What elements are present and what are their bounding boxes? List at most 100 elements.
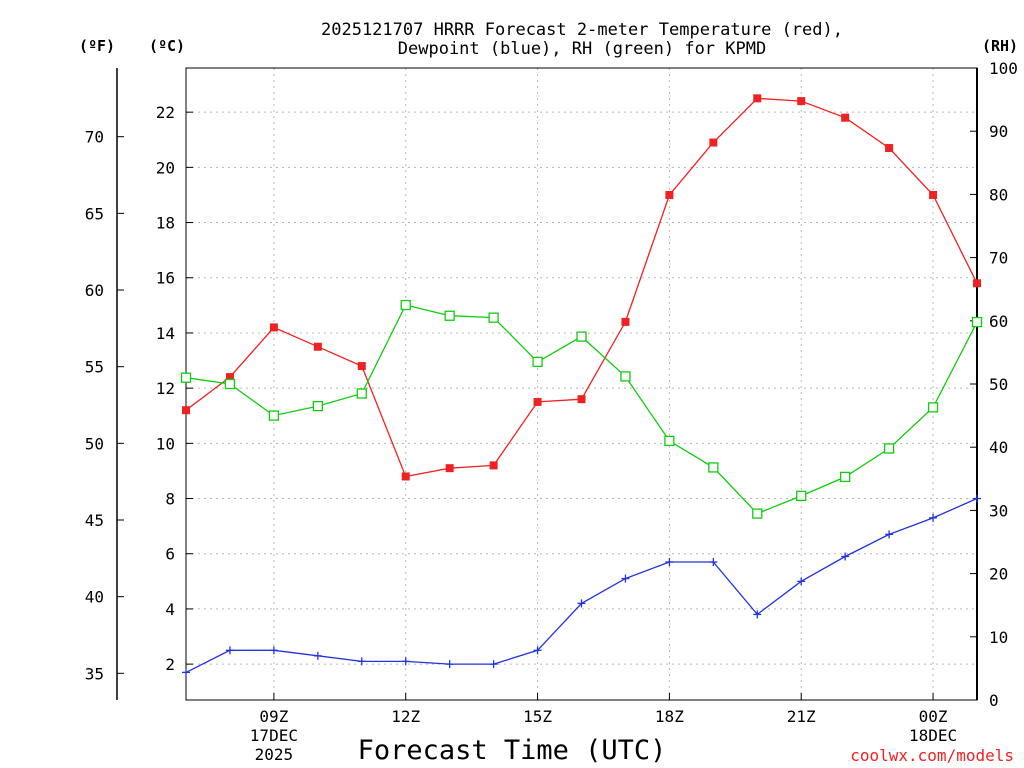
dewpoint-point	[533, 646, 542, 655]
data-series	[180, 94, 983, 677]
tick-label-c: 18	[156, 214, 175, 233]
tick-label-rh: 50	[989, 375, 1008, 394]
chart-title-line2: Dewpoint (blue), RH (green) for KPMD	[398, 39, 766, 59]
temperature-point	[313, 342, 322, 351]
tick-label-rh: 80	[989, 185, 1008, 204]
tick-label-c: 14	[156, 324, 175, 343]
tick-label-x-year: 2025	[255, 745, 294, 764]
rh-point	[312, 400, 323, 412]
tick-label-c: 4	[165, 600, 175, 619]
tick-label-rh: 100	[989, 59, 1018, 78]
temperature-point	[665, 190, 674, 199]
temperature-point	[797, 97, 806, 106]
rh-point	[796, 490, 807, 502]
temperature-point	[269, 323, 278, 332]
temperature-point	[357, 362, 366, 371]
tick-label-rh: 90	[989, 122, 1008, 141]
temperature-point	[753, 94, 762, 103]
dewpoint-point	[929, 513, 938, 522]
dewpoint-point	[489, 660, 498, 669]
dewpoint-point	[401, 657, 410, 666]
temperature-point	[533, 397, 542, 406]
tick-label-x: 15Z	[523, 707, 552, 726]
temperature-point	[225, 373, 234, 382]
dewpoint-point	[577, 599, 586, 608]
chart-title-line1: 2025121707 HRRR Forecast 2-meter Tempera…	[321, 20, 843, 40]
temperature-point	[445, 464, 454, 473]
dewpoint-point	[885, 530, 894, 539]
dewpoint-point	[357, 657, 366, 666]
dewpoint-point	[182, 668, 190, 677]
dewpoint-point	[753, 610, 762, 619]
tick-label-f: 65	[85, 204, 104, 223]
rh-point	[356, 388, 367, 399]
dewpoint-point	[709, 558, 718, 567]
dewpoint-point	[665, 558, 674, 567]
rh-point	[532, 356, 543, 368]
rh-point	[971, 316, 983, 328]
dewpoint-point	[313, 651, 322, 660]
rh-point	[708, 462, 719, 473]
tick-label-rh: 0	[989, 691, 999, 710]
rh-point	[576, 331, 587, 342]
temperature-point	[489, 461, 498, 470]
tick-label-c: 16	[156, 269, 175, 288]
temperature-point	[973, 279, 981, 288]
temperature-line	[185, 97, 978, 478]
temperature-point	[182, 406, 190, 415]
tick-label-c: 8	[165, 490, 175, 509]
rh-point	[444, 310, 455, 321]
tick-label-x: 09Z	[259, 707, 288, 726]
rh-point	[664, 435, 675, 447]
dewpoint-point	[973, 494, 981, 503]
temperature-point	[929, 190, 938, 199]
rh-point	[883, 443, 895, 454]
tick-label-c: 10	[156, 434, 175, 453]
temperature-point	[401, 472, 410, 481]
tick-label-x: 12Z	[391, 707, 420, 726]
tick-label-rh: 10	[989, 628, 1008, 647]
rh-point	[400, 299, 411, 311]
axes	[116, 67, 978, 701]
rh-point	[180, 372, 192, 383]
tick-label-c: 20	[156, 158, 175, 177]
tick-label-rh: 60	[989, 312, 1008, 331]
tick-label-x-date: 18DEC	[909, 726, 957, 745]
dewpoint-point	[841, 552, 850, 561]
tick-label-f: 40	[85, 588, 104, 607]
temperature-point	[577, 395, 586, 404]
tick-label-f: 50	[85, 434, 104, 453]
temperature-point	[885, 144, 894, 153]
dewpoint-point	[797, 577, 806, 586]
tick-label-rh: 70	[989, 249, 1008, 268]
dewpoint-line	[185, 497, 978, 673]
rh-point	[224, 378, 236, 390]
temperature-point	[841, 113, 850, 122]
rh-point	[927, 402, 939, 413]
dewpoint-point	[225, 646, 234, 655]
tick-label-x: 21Z	[787, 707, 816, 726]
tick-label-f: 55	[85, 358, 104, 377]
tick-label-f: 60	[85, 281, 104, 300]
dewpoint-point	[445, 660, 454, 669]
tick-label-f: 45	[85, 511, 104, 530]
dewpoint-point	[621, 574, 630, 583]
tick-label-x: 18Z	[655, 707, 684, 726]
temperature-point	[621, 317, 630, 326]
tick-label-c: 12	[156, 379, 175, 398]
tick-label-x-date: 17DEC	[250, 726, 298, 745]
rh-point	[620, 371, 631, 382]
rh-point	[488, 312, 499, 323]
tick-label-rh: 30	[989, 501, 1008, 520]
tick-label-c: 2	[165, 655, 175, 674]
celsius-unit-label: (ºC)	[149, 37, 185, 55]
fahrenheit-unit-label: (ºF)	[79, 37, 115, 55]
dewpoint-point	[269, 646, 278, 655]
tick-label-c: 6	[165, 545, 175, 564]
rh-point	[268, 410, 280, 421]
temperature-point	[709, 138, 718, 147]
x-axis-title: Forecast Time (UTC)	[358, 735, 667, 766]
tick-label-rh: 40	[989, 438, 1008, 457]
tick-label-c: 22	[156, 103, 175, 122]
